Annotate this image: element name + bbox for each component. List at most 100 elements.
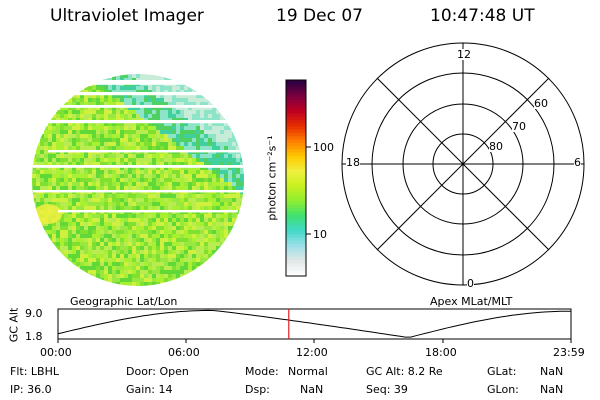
mlat-label-60: 60 [534,97,548,110]
x-tick-1800: 18:00 [425,346,457,359]
auroral-image-disc [32,74,244,286]
colorbar-step [286,204,306,208]
colorbar-step [286,155,306,159]
colorbar-step [286,145,306,150]
colorbar-step [286,89,306,94]
colorbar-step [286,112,306,117]
mode-label: Mode: [245,365,279,378]
colorbar-step [286,142,306,146]
glat-value: NaN [540,365,564,378]
colorbar-step [286,191,306,195]
colorbar-step [286,213,306,218]
colorbar-step [286,125,306,130]
colorbar-frame [285,79,307,277]
colorbar-step [286,158,306,163]
x-tick-1200: 12:00 [296,346,328,359]
colorbar-step [286,138,306,143]
colorbar-step [286,93,306,97]
colorbar-step [286,236,306,241]
colorbar-step [286,119,306,124]
colorbar-label-100: 100 [313,141,334,154]
colorbar-step [286,217,306,222]
colorbar-step [286,86,306,91]
time-label: 10:47:48 UT [430,6,535,26]
colorbar-step [286,99,306,104]
colorbar-step [286,246,306,251]
geographic-panel-label: Geographic Lat/Lon [70,295,178,308]
colorbar-step [286,243,306,248]
colorbar-step [286,181,306,186]
mlt-label-18: 18 [346,156,360,169]
mlt-label-6: 6 [574,156,581,169]
x-tick-2359: 23:59 [553,346,585,359]
altitude-curve [57,309,571,338]
mlat-label-80: 80 [489,140,503,153]
colorbar-step [286,220,306,225]
dsp-value: NaN [300,383,324,396]
colorbar-step [286,233,306,238]
colorbar-step [286,253,306,257]
seq-status: Seq: 39 [366,383,408,396]
colorbar-unit-label: photon cm⁻²s⁻¹ [265,135,279,221]
colorbar-step [286,184,306,189]
colorbar-step [286,109,306,114]
colorbar-step [286,171,306,176]
mlat-label-70: 70 [512,120,526,133]
colorbar-step [286,272,306,277]
x-tick-0000: 00:00 [40,346,72,359]
polar-grid [341,42,585,286]
colorbar-step [286,223,306,228]
date-label: 19 Dec 07 [276,6,363,26]
altitude-x-ticks [57,339,572,343]
glon-label: GLon: [487,383,519,396]
colorbar-step [286,122,306,127]
colorbar-step [286,227,306,231]
colorbar-step [286,259,306,264]
colorbar-step [286,210,306,215]
altitude-ymax: 9.0 [25,307,43,320]
colorbar-step [286,148,306,153]
colorbar-step [286,129,306,133]
x-tick-0600: 06:00 [168,346,200,359]
colorbar-step [286,269,306,274]
glon-value: NaN [540,383,564,396]
colorbar-step [286,96,306,101]
colorbar-step [286,256,306,261]
colorbar-step [286,266,306,271]
mlt-label-0: 0 [467,277,474,290]
door-status: Door: Open [126,365,189,378]
colorbar-step [286,83,306,88]
colorbar-step [286,249,306,254]
colorbar-step [286,115,306,120]
colorbar-step [286,207,306,212]
filter-status: Flt: LBHL [10,365,59,378]
dsp-label: Dsp: [245,383,270,396]
glat-label: GLat: [487,365,517,378]
colorbar-step [286,262,306,267]
colorbar-step [286,240,306,244]
colorbar-step [286,151,306,156]
polar-diagonal-2 [376,77,550,251]
colorbar-label-10: 10 [313,228,327,241]
colorbar-step [286,178,306,182]
colorbar-step [286,106,306,110]
colorbar [286,80,306,277]
gc-alt-status: GC Alt: 8.2 Re [366,365,443,378]
colorbar-step [286,168,306,173]
colorbar-step [286,132,306,137]
mlt-label-12: 12 [457,48,471,61]
colorbar-step [286,187,306,192]
colorbar-step [286,197,306,202]
colorbar-step [286,80,306,84]
colorbar-step [286,174,306,179]
colorbar-step [286,164,306,169]
apex-panel-label: Apex MLat/MLT [430,295,513,308]
colorbar-step [286,102,306,107]
colorbar-step [286,161,306,166]
mode-value: Normal [288,365,328,378]
instrument-title: Ultraviolet Imager [50,6,204,26]
gain-status: Gain: 14 [126,383,173,396]
colorbar-step [286,194,306,199]
colorbar-step [286,135,306,140]
